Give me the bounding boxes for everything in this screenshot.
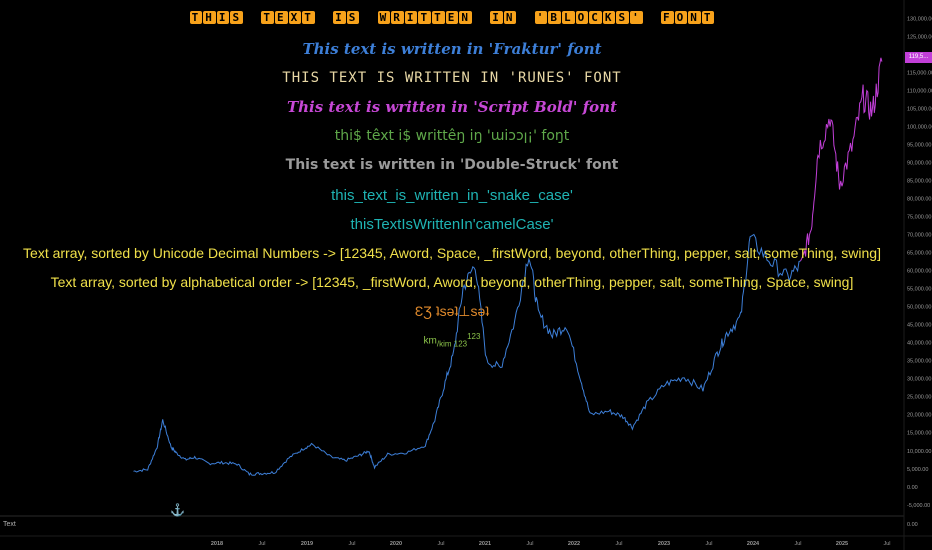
weird-font-text: thi$ têxt i$ writtêŋ iŋ 'ɯiɔɔן¡' foŋt	[334, 128, 570, 144]
pane-label[interactable]: Text	[3, 521, 16, 528]
price-line	[133, 233, 801, 476]
unit-sup: 123	[467, 332, 481, 341]
y-tick-label: 115,000.00	[907, 70, 932, 76]
script-bold-font-text: This text is written in 'Script Bold' fo…	[286, 98, 617, 116]
y-tick-label: 35,000.00	[907, 359, 931, 365]
y-tick-label: 95,000.00	[907, 143, 931, 149]
x-tick-label: Jul	[794, 541, 801, 547]
pane-zero-label: 0.00	[907, 522, 918, 528]
x-tick-label: 2020	[390, 541, 402, 547]
y-tick-label: 70,000.00	[907, 233, 931, 239]
x-tick-label: 2023	[658, 541, 670, 547]
y-tick-label: 5,000.00	[907, 467, 928, 473]
price-line-recent	[800, 57, 883, 262]
y-tick-label: 60,000.00	[907, 269, 931, 275]
x-tick-label: 2019	[301, 541, 313, 547]
y-tick-label: 55,000.00	[907, 287, 931, 293]
camel-case-text: thisTextIsWrittenIn'camelCase'	[350, 216, 554, 233]
x-tick-label: Jul	[705, 541, 712, 547]
y-tick-label: 110,000.00	[907, 88, 932, 94]
sorted-unicode-text: Text array, sorted by Unicode Decimal Nu…	[23, 245, 881, 261]
y-tick-label: 15,000.00	[907, 431, 931, 437]
unit-text: km/kim 123123	[0, 332, 904, 348]
unit-sub: /kim 123	[436, 339, 468, 349]
y-tick-label: -5,000.00	[907, 503, 930, 509]
y-tick-label: 65,000.00	[907, 251, 931, 257]
price-series	[133, 57, 883, 476]
y-tick-label: 100,000.00	[907, 124, 932, 130]
x-tick-label: Jul	[348, 541, 355, 547]
x-tick-label: 2021	[479, 541, 491, 547]
sorted-alpha-text: Text array, sorted by alphabetical order…	[50, 274, 854, 290]
unit-main: km	[423, 335, 437, 347]
x-tick-label: 2018	[211, 541, 223, 547]
y-tick-label: 25,000.00	[907, 395, 931, 401]
x-tick-label: Jul	[526, 541, 533, 547]
x-tick-label: Jul	[615, 541, 622, 547]
y-tick-label: 130,000.00	[907, 16, 932, 22]
x-tick-label: Jul	[437, 541, 444, 547]
y-tick-label: 85,000.00	[907, 179, 931, 185]
y-tick-label: 10,000.00	[907, 449, 931, 455]
upside-down-text: ƐƷ ʇsǝʇ⊥sǝʇ	[414, 303, 490, 319]
double-struck-font-text: This text is written in 'Double-Struck' …	[285, 157, 619, 173]
y-tick-label: 90,000.00	[907, 161, 931, 167]
y-tick-label: 40,000.00	[907, 341, 931, 347]
snake-case-text: this_text_is_written_in_'snake_case'	[331, 187, 573, 204]
tradingview-logo-icon[interactable]: ⚓	[170, 503, 185, 517]
y-tick-label: 75,000.00	[907, 215, 931, 221]
y-tick-label: 30,000.00	[907, 377, 931, 383]
x-tick-label: Jul	[258, 541, 265, 547]
x-axis: 2018 Jul 2019 Jul 2020 Jul 2021 Jul 2022 Jul 2023 J…	[211, 541, 891, 547]
runes-font-text: THIS TEXT IS WRITTEN IN 'RUNES' FONT	[282, 70, 622, 86]
y-axis: 130,000.00125,000.00120,000.00115,000.00…	[907, 16, 932, 528]
fraktur-font-text: This text is written in 'Fraktur' font	[302, 40, 602, 58]
y-tick-label: 80,000.00	[907, 197, 931, 203]
y-tick-label: 105,000.00	[907, 106, 932, 112]
last-price-badge: 119,5...	[905, 52, 932, 63]
x-tick-label: 2025	[836, 541, 848, 547]
y-tick-label: 45,000.00	[907, 323, 931, 329]
y-tick-label: 20,000.00	[907, 413, 931, 419]
y-tick-label: 0.00	[907, 485, 918, 491]
x-tick-label: Jul	[883, 541, 890, 547]
x-tick-label: 2022	[568, 541, 580, 547]
y-tick-label: 125,000.00	[907, 34, 932, 40]
x-tick-label: 2024	[747, 541, 760, 547]
y-tick-label: 50,000.00	[907, 305, 931, 311]
